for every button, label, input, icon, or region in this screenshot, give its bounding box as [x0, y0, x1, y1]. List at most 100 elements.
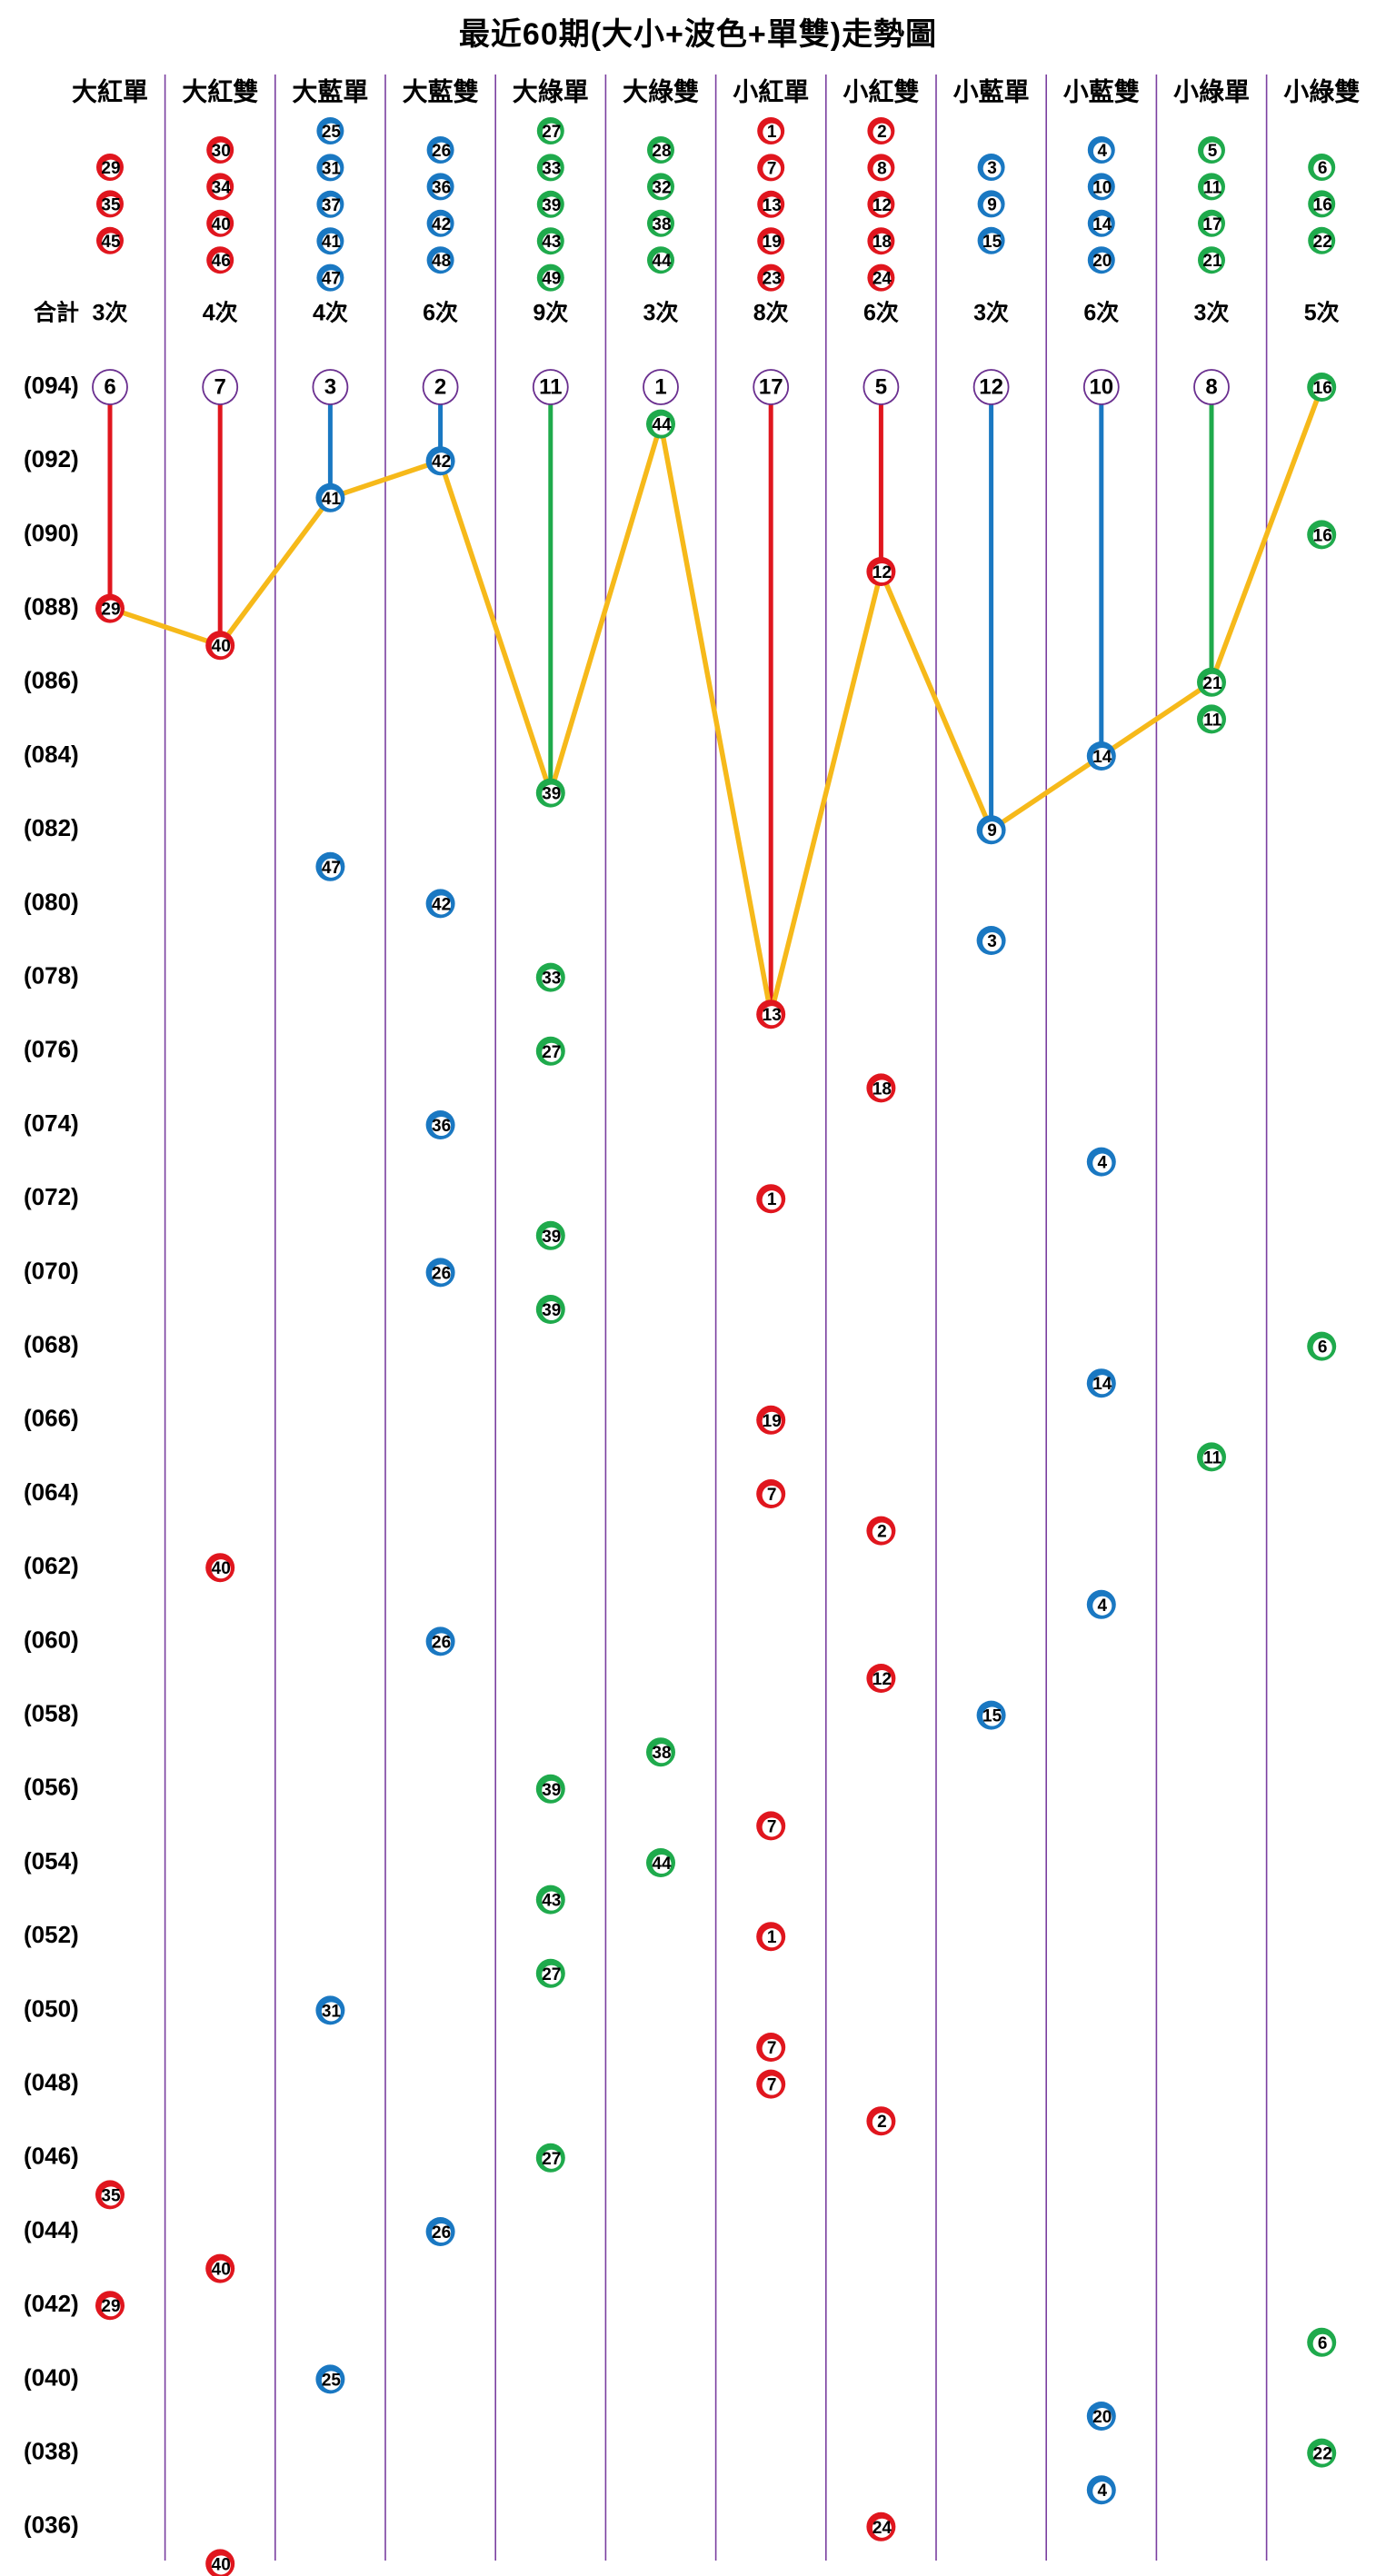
- pool-number-ball: 29: [96, 154, 124, 181]
- ball-number: 44: [652, 1855, 672, 1874]
- column-count: 3次: [1194, 301, 1230, 326]
- pool-number-ball: 36: [426, 173, 454, 201]
- ball-number: 26: [432, 1264, 451, 1283]
- period-label: (040): [24, 2363, 79, 2391]
- ball-number: 26: [432, 142, 451, 161]
- number-ball: 1: [756, 1922, 786, 1952]
- current-gap-circle: [202, 369, 239, 405]
- ball-face: [982, 931, 1002, 952]
- period-label: (088): [24, 592, 79, 620]
- number-ball: 41: [315, 482, 345, 512]
- ball-face: [872, 1522, 892, 1542]
- chart-title: 最近60期(大小+波色+單雙)走勢圖: [458, 17, 938, 52]
- ball-number: 47: [322, 270, 341, 289]
- current-gap-value: 12: [979, 374, 1003, 399]
- ball-number: 18: [872, 233, 892, 252]
- number-ball: 7: [756, 1811, 786, 1841]
- number-ball: 18: [866, 1073, 896, 1103]
- pool-number-ball: 48: [426, 246, 454, 274]
- current-gap-value: 1: [654, 374, 666, 399]
- column-header: 小綠雙: [1283, 77, 1360, 105]
- ball-number: 2: [877, 1523, 887, 1542]
- pool-number-ball: 40: [206, 209, 234, 237]
- number-ball: 6: [1307, 1331, 1337, 1361]
- number-ball: 24: [866, 2511, 896, 2541]
- number-ball: 44: [646, 1848, 675, 1877]
- ball-face: [211, 1559, 231, 1579]
- pool-number-ball: 3: [977, 154, 1005, 181]
- ball-number: 42: [432, 895, 451, 914]
- pool-number-ball: 19: [757, 227, 785, 255]
- pool-number-ball: 8: [867, 154, 895, 182]
- ball-number: 18: [872, 1079, 892, 1099]
- ball-face: [982, 233, 1002, 252]
- ball-number: 40: [212, 2261, 231, 2280]
- ball-face: [763, 160, 782, 178]
- ball-face: [1202, 673, 1222, 693]
- ball-face: [872, 2113, 892, 2133]
- ball-number: 12: [872, 196, 892, 215]
- ball-face: [542, 1780, 562, 1800]
- column-count: 4次: [203, 301, 238, 326]
- ball-number: 12: [872, 563, 892, 582]
- number-ball: 12: [866, 1664, 896, 1693]
- pool-number-ball: 34: [206, 173, 234, 201]
- ball-face: [542, 160, 561, 178]
- period-label: (066): [24, 1405, 79, 1432]
- current-gap-value: 3: [324, 374, 336, 399]
- pool-number-ball: 31: [316, 154, 344, 182]
- number-ball: 25: [315, 2364, 345, 2394]
- ball-face: [1312, 378, 1332, 399]
- ball-face: [542, 1042, 562, 1062]
- ball-number: 21: [1202, 674, 1222, 693]
- ball-number: 33: [542, 159, 561, 178]
- ball-face: [762, 1817, 782, 1837]
- ball-number: 3: [987, 159, 997, 178]
- ball-number: 2: [877, 2113, 887, 2132]
- ball-face: [211, 2260, 231, 2280]
- ball-number: 2: [877, 123, 887, 142]
- ball-number: 13: [763, 196, 782, 215]
- ball-face: [982, 821, 1002, 841]
- ball-face: [653, 142, 671, 161]
- number-ball: 12: [866, 557, 896, 586]
- ball-number: 33: [542, 970, 561, 989]
- number-ball: 42: [425, 446, 455, 476]
- ball-face: [762, 2038, 782, 2059]
- ball-number: 23: [763, 270, 782, 289]
- period-label: (076): [24, 1036, 79, 1063]
- ball-face: [542, 196, 561, 215]
- ball-number: 5: [1208, 142, 1218, 161]
- ball-face: [762, 1411, 782, 1431]
- column-count: 6次: [423, 301, 458, 326]
- ball-face: [872, 1669, 892, 1690]
- ball-number: 36: [432, 1117, 451, 1136]
- number-ball: 14: [1086, 1368, 1116, 1398]
- ball-face: [1202, 711, 1222, 731]
- ball-face: [102, 159, 120, 178]
- pool-number-ball: 23: [757, 264, 785, 292]
- pool-number-ball: 26: [426, 136, 454, 164]
- pool-number-ball: 12: [867, 190, 895, 218]
- ball-face: [1092, 2407, 1112, 2428]
- ball-number: 31: [322, 2002, 342, 2021]
- period-label: (090): [24, 519, 79, 546]
- ball-face: [542, 123, 561, 142]
- number-ball: 44: [646, 409, 675, 439]
- ball-face: [542, 784, 562, 804]
- ball-face: [432, 215, 451, 234]
- current-gap-circle: [1193, 369, 1230, 405]
- ball-number: 28: [652, 142, 671, 161]
- number-ball: 13: [756, 1000, 786, 1029]
- period-label: (072): [24, 1183, 79, 1210]
- number-ball: 4: [1086, 2475, 1116, 2505]
- number-ball: 7: [756, 2069, 786, 2099]
- period-label: (042): [24, 2290, 79, 2317]
- ball-number: 35: [101, 2186, 121, 2205]
- pool-number-ball: 30: [206, 136, 234, 164]
- ball-face: [762, 2075, 782, 2095]
- ball-face: [432, 453, 452, 472]
- period-label: (052): [24, 1921, 79, 1948]
- ball-number: 20: [1092, 252, 1112, 271]
- ball-face: [321, 2002, 341, 2022]
